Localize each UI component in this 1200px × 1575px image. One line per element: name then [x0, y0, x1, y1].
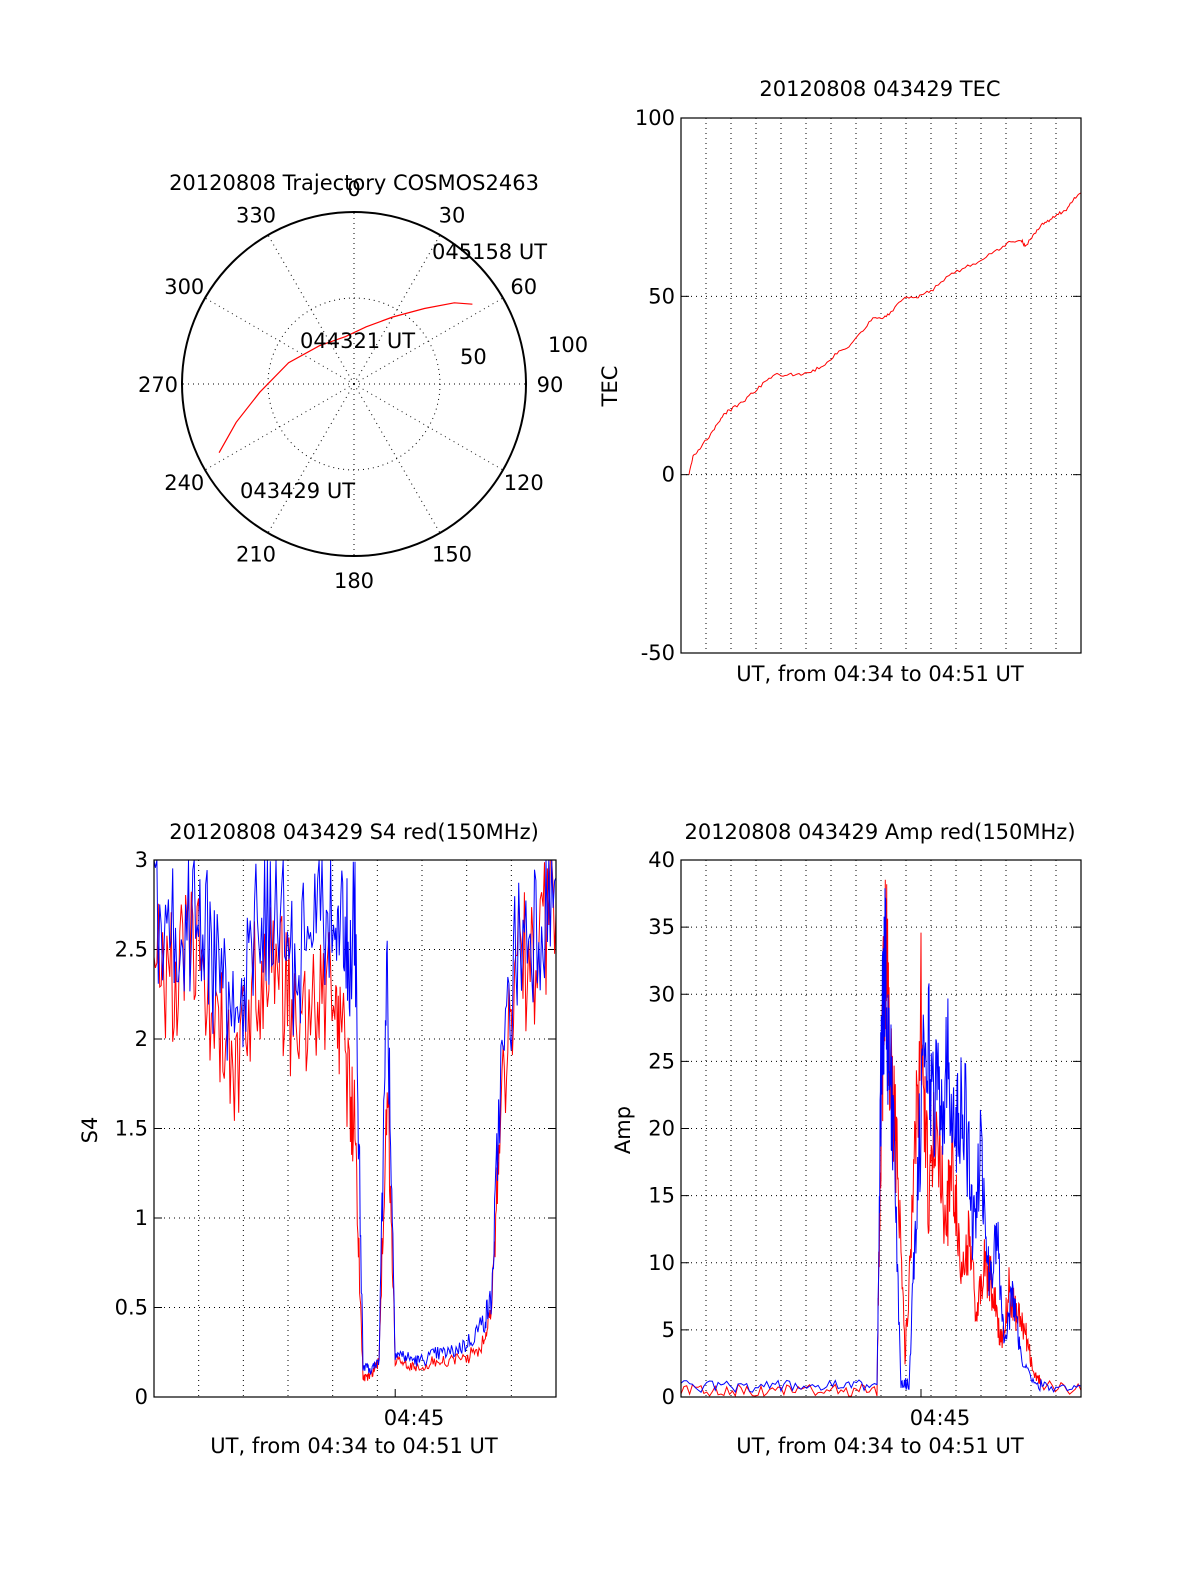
polar-azimuth-label: 210 [236, 543, 276, 567]
amp-plot-frame [680, 859, 1082, 1398]
polar-azimuth-label: 270 [138, 373, 178, 397]
series-line-1 [688, 192, 1082, 475]
amp-chart-title: 20120808 043429 Amp red(150MHz) [684, 820, 1075, 844]
tec-plot-frame [680, 117, 1082, 654]
s4-y-axis-label: S4 [78, 1117, 102, 1144]
y-tick-label: 10 [648, 1251, 675, 1275]
y-tick-label: 2 [135, 1027, 148, 1051]
y-tick-label: 15 [648, 1184, 675, 1208]
y-tick-label: 1.5 [115, 1117, 148, 1141]
polar-azimuth-label: 180 [334, 569, 374, 593]
tec-chart-title: 20120808 043429 TEC [759, 77, 1000, 101]
polar-azimuth-label: 0 [347, 177, 360, 201]
y-tick-label: 35 [648, 915, 675, 939]
polar-spoke-240 [204, 383, 355, 471]
polar-azimuth-label: 150 [432, 543, 472, 567]
polar-ring-label-50: 50 [460, 345, 487, 369]
polar-chart-title: 20120808 Trajectory COSMOS2463 [169, 171, 539, 195]
s4-x-tick-label: 04:45 [384, 1406, 445, 1430]
polar-azimuth-label: 240 [164, 471, 204, 495]
polar-chart: 20120808 Trajectory COSMOS2463 0 30 60 90 12… [138, 171, 588, 593]
s4-chart-title: 20120808 043429 S4 red(150MHz) [169, 820, 539, 844]
tec-grid [681, 117, 1081, 654]
y-tick-label: 0 [135, 1385, 148, 1409]
series-line-2 [680, 888, 1082, 1394]
tec-series [688, 192, 1082, 475]
amp-series [680, 879, 1082, 1398]
polar-annotation-mid: 044321 UT [300, 329, 415, 353]
y-tick-label: 20 [648, 1117, 675, 1141]
tec-y-axis-label: TEC [598, 366, 622, 408]
amp-y-tick-labels: 0 5 10 15 20 25 30 35 40 [648, 848, 675, 1409]
polar-azimuth-label: 330 [236, 203, 276, 227]
polar-azimuth-label: 120 [504, 471, 544, 495]
y-tick-label: 50 [648, 284, 675, 308]
y-tick-label: 5 [662, 1318, 675, 1342]
polar-grid [181, 211, 527, 557]
y-tick-label: -50 [641, 641, 675, 665]
y-tick-label: 100 [635, 106, 675, 130]
polar-spoke-150 [353, 383, 441, 534]
y-tick-label: 40 [648, 848, 675, 872]
amp-x-tick-label: 04:45 [910, 1406, 971, 1430]
polar-spoke-30 [353, 234, 441, 385]
polar-annotation-start: 043429 UT [240, 479, 355, 503]
polar-spoke-300 [204, 297, 355, 385]
s4-y-tick-labels: 0 0.5 1 1.5 2 2.5 3 [115, 848, 148, 1409]
polar-spoke-120 [353, 383, 504, 471]
polar-azimuth-label: 90 [537, 373, 564, 397]
polar-outer-circle [181, 211, 527, 557]
polar-spoke-210 [267, 383, 355, 534]
polar-ring-label-100: 100 [548, 333, 588, 357]
series-line-2 [153, 859, 557, 1375]
s4-x-axis-label: UT, from 04:34 to 04:51 UT [210, 1434, 498, 1458]
polar-azimuth-label: 30 [439, 203, 466, 227]
polar-trajectory-line [218, 302, 473, 453]
y-tick-label: 1 [135, 1206, 148, 1230]
y-tick-label: 0 [662, 1385, 675, 1409]
polar-series [218, 302, 473, 453]
polar-azimuth-label: 60 [510, 275, 537, 299]
polar-annotation-end: 045158 UT [432, 240, 547, 264]
y-tick-label: 3 [135, 848, 148, 872]
amp-x-axis-label: UT, from 04:34 to 04:51 UT [736, 1434, 1024, 1458]
polar-spoke-60 [353, 297, 504, 385]
s4-series [153, 859, 557, 1382]
y-tick-label: 2.5 [115, 938, 148, 962]
polar-azimuth-labels: 0 30 60 90 120 150 180 210 240 270 300 330 [138, 177, 563, 593]
tec-chart: 20120808 043429 TEC 100 50 0 -50 UT, from 0… [598, 77, 1082, 686]
polar-spoke-330 [267, 234, 355, 385]
amp-y-axis-label: Amp [611, 1106, 635, 1154]
polar-azimuth-label: 300 [164, 275, 204, 299]
tec-y-tick-labels: 100 50 0 -50 [635, 106, 675, 665]
y-tick-label: 30 [648, 982, 675, 1006]
amp-chart: 20120808 043429 Amp red(150MHz) 0 5 10 15 20… [611, 820, 1082, 1458]
s4-chart: 20120808 043429 S4 red(150MHz) 0 0.5 1 1.5 2… [78, 820, 557, 1458]
y-tick-label: 25 [648, 1049, 675, 1073]
y-tick-label: 0.5 [115, 1296, 148, 1320]
tec-x-axis-label: UT, from 04:34 to 04:51 UT [736, 662, 1024, 686]
s4-plot-frame [153, 859, 557, 1398]
y-tick-label: 0 [662, 463, 675, 487]
